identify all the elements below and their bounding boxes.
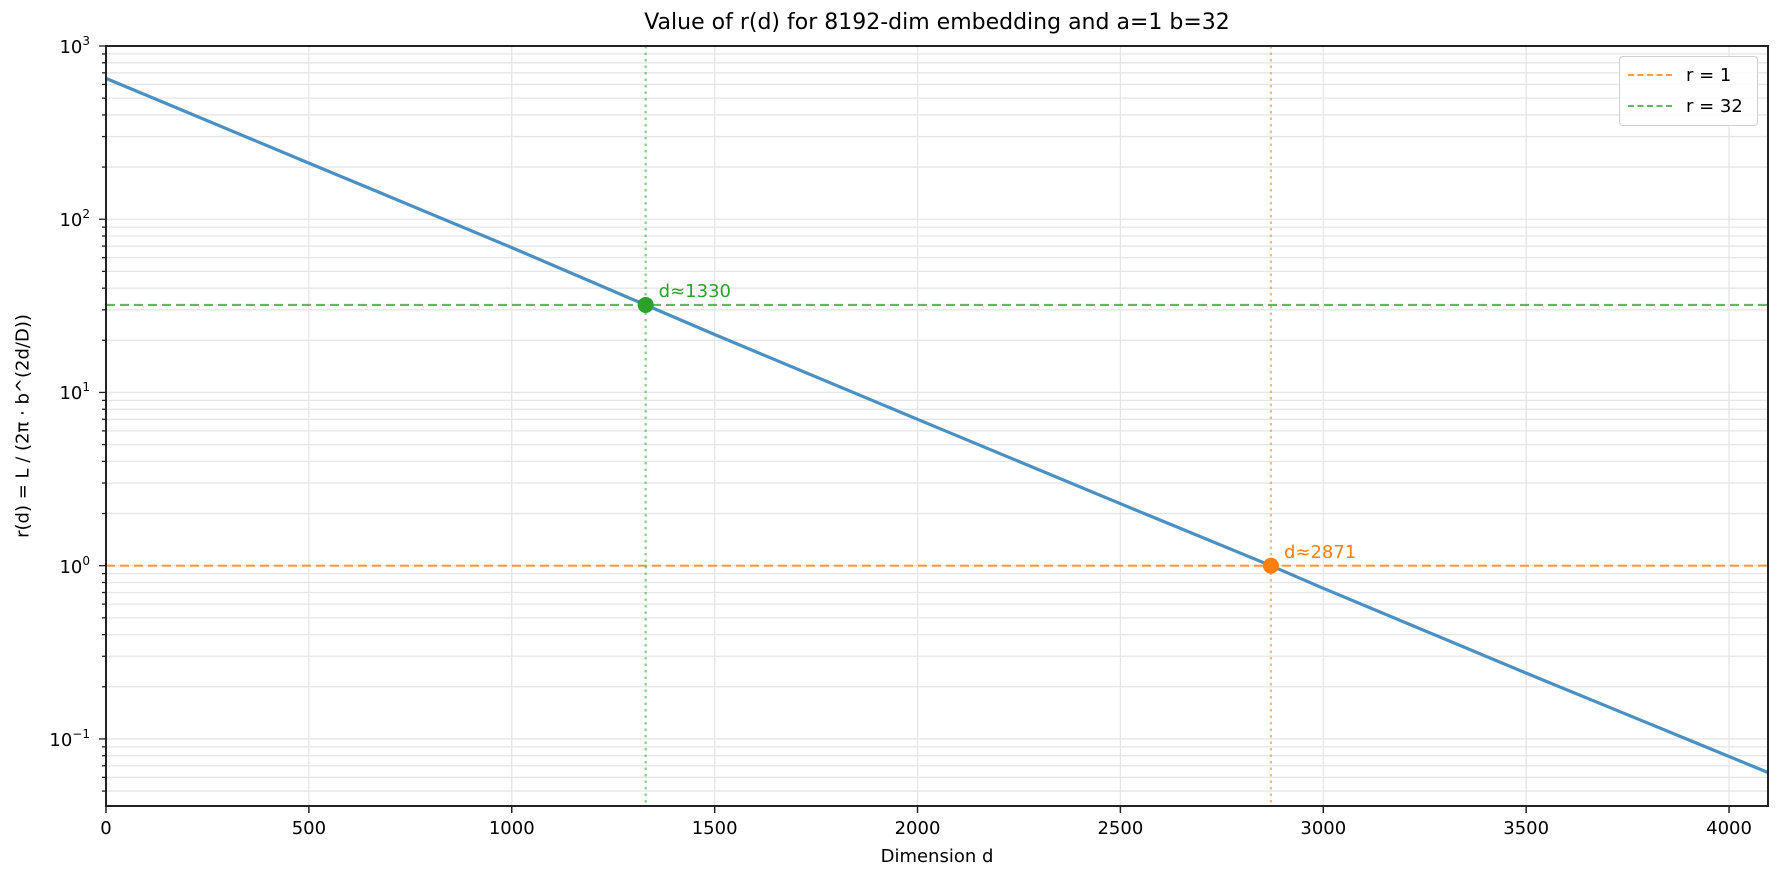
intersection-marker bbox=[1262, 557, 1279, 574]
x-tick-label: 2000 bbox=[894, 818, 941, 839]
axis-ticks bbox=[99, 45, 1730, 813]
intersection-marker bbox=[637, 296, 654, 313]
x-tick-label: 0 bbox=[100, 818, 112, 839]
x-tick-label: 500 bbox=[291, 818, 327, 839]
intersection-markers bbox=[637, 296, 1279, 574]
x-tick-label: 1500 bbox=[691, 818, 738, 839]
y-axis-label: r(d) = L / (2π · b^(2d/D)) bbox=[12, 314, 34, 538]
x-tick-label: 4000 bbox=[1706, 818, 1752, 839]
series-line bbox=[105, 76, 1769, 774]
annotation-d-2871: d≈2871 bbox=[1283, 541, 1357, 563]
legend: r = 1 r = 32 bbox=[1619, 56, 1758, 126]
x-tick-label: 1000 bbox=[488, 818, 535, 839]
annotation-d-1330: d≈1330 bbox=[658, 280, 731, 302]
y-tick-label: 10−1 bbox=[49, 726, 90, 751]
legend-item-r1: r = 1 bbox=[1628, 63, 1731, 87]
x-tick-label: 3000 bbox=[1300, 818, 1347, 839]
dashed-line-swatch-icon bbox=[1628, 74, 1672, 76]
x-tick-label: 3500 bbox=[1503, 818, 1550, 839]
x-tick-label: 2500 bbox=[1097, 818, 1144, 839]
y-tick-label: 103 bbox=[59, 34, 90, 58]
data-series bbox=[105, 76, 1769, 774]
x-axis-label: Dimension d bbox=[880, 846, 994, 867]
reference-lines bbox=[106, 46, 1768, 806]
legend-item-r32: r = 32 bbox=[1628, 94, 1743, 118]
dashed-line-swatch-icon bbox=[1628, 105, 1672, 107]
chart-title: Value of r(d) for 8192-dim embedding and… bbox=[644, 10, 1230, 35]
legend-label: r = 1 bbox=[1686, 64, 1732, 86]
y-tick-label: 101 bbox=[59, 380, 90, 405]
y-tick-label: 102 bbox=[59, 207, 90, 232]
y-tick-label: 100 bbox=[59, 553, 90, 578]
legend-label: r = 32 bbox=[1686, 95, 1743, 117]
plot-frame bbox=[105, 45, 1769, 807]
